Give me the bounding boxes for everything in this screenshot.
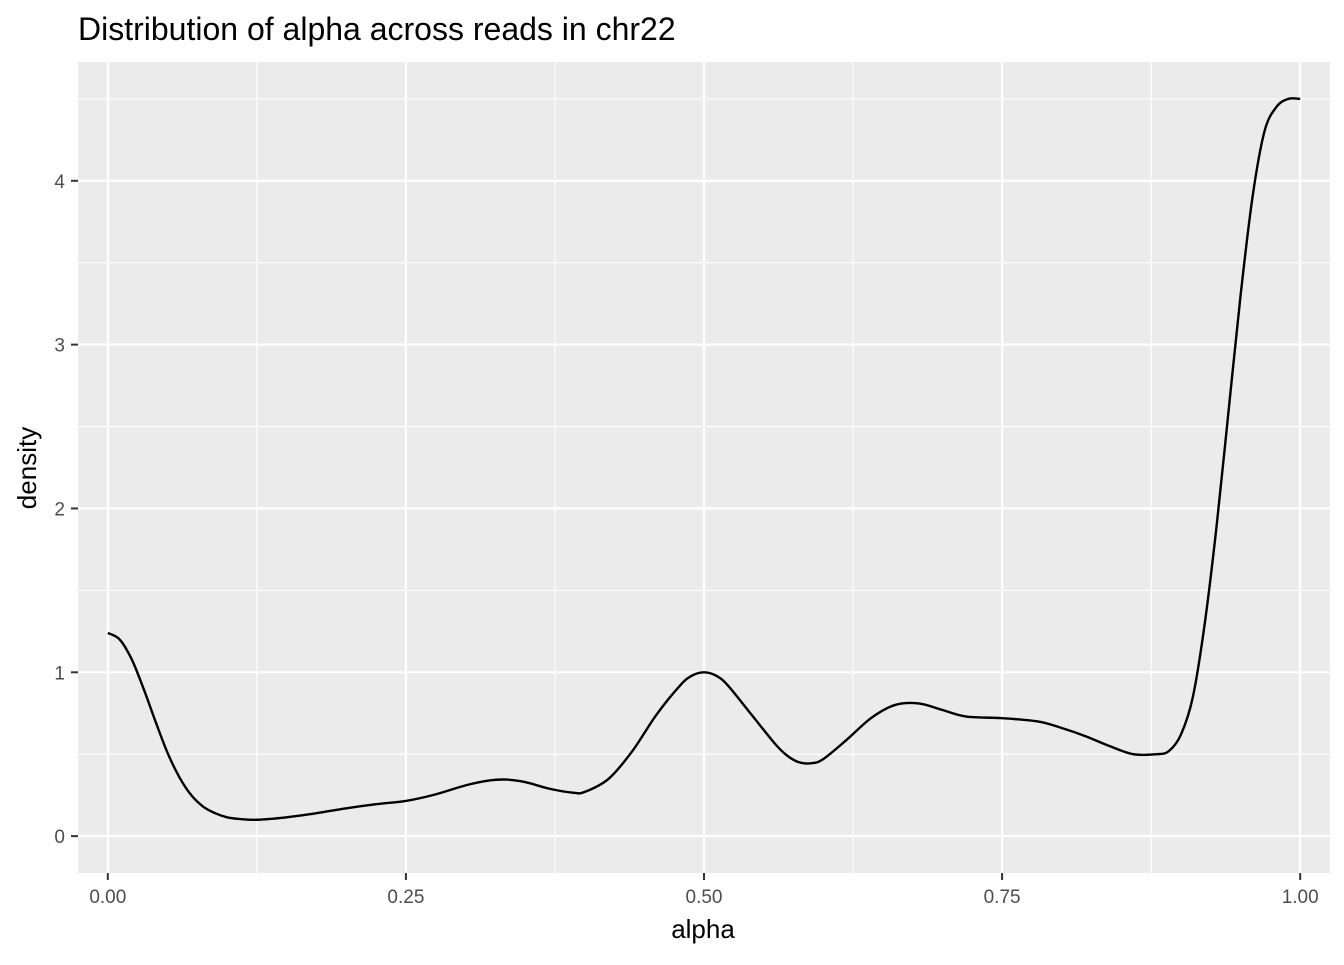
x-tick-label: 1.00 — [1282, 887, 1319, 908]
grid-lines — [78, 62, 1330, 873]
y-tick-label: 2 — [54, 499, 65, 520]
x-tick-label: 0.25 — [387, 887, 424, 908]
chart-title: Distribution of alpha across reads in ch… — [78, 11, 676, 47]
y-axis: 0 1 2 3 4 — [54, 172, 78, 848]
y-tick-label: 0 — [54, 827, 65, 848]
x-axis-label: alpha — [671, 914, 735, 944]
x-tick-label: 0.00 — [89, 887, 126, 908]
x-tick-label: 0.50 — [686, 887, 723, 908]
x-axis: 0.00 0.25 0.50 0.75 1.00 — [89, 873, 1319, 908]
y-tick-label: 1 — [54, 663, 65, 684]
y-tick-label: 3 — [54, 336, 65, 357]
x-tick-label: 0.75 — [984, 887, 1021, 908]
y-tick-label: 4 — [54, 172, 65, 193]
series-group — [107, 97, 1301, 822]
density-line — [107, 97, 1301, 822]
y-axis-label: density — [12, 427, 42, 509]
